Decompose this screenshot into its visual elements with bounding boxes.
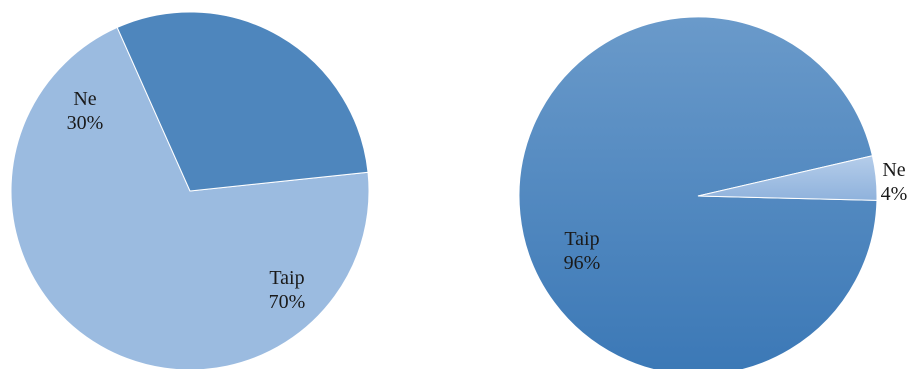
pie-slice-ne [697, 155, 878, 201]
pie-chart-left: Taip 70% Ne 30% [10, 11, 370, 371]
slice-value-label: 4% [881, 183, 908, 205]
slice-label-taip: Taip 96% [564, 228, 601, 274]
pie-chart-right: Taip 96% Ne 4% [518, 16, 908, 374]
slice-label-ne: Ne 4% [881, 159, 908, 205]
slice-value-label: 30% [67, 112, 104, 134]
slice-category-label: Taip [269, 267, 304, 289]
slice-label-taip: Taip 70% [269, 267, 306, 313]
slice-category-label: Ne [882, 159, 905, 181]
pie-slice-ne [116, 11, 369, 192]
slice-value-label: 96% [564, 252, 601, 274]
slice-category-label: Taip [564, 228, 599, 250]
slice-label-ne: Ne 30% [67, 88, 104, 134]
slice-category-label: Ne [73, 88, 96, 110]
pie-slice-taip [10, 26, 370, 371]
slice-value-label: 70% [269, 291, 306, 313]
